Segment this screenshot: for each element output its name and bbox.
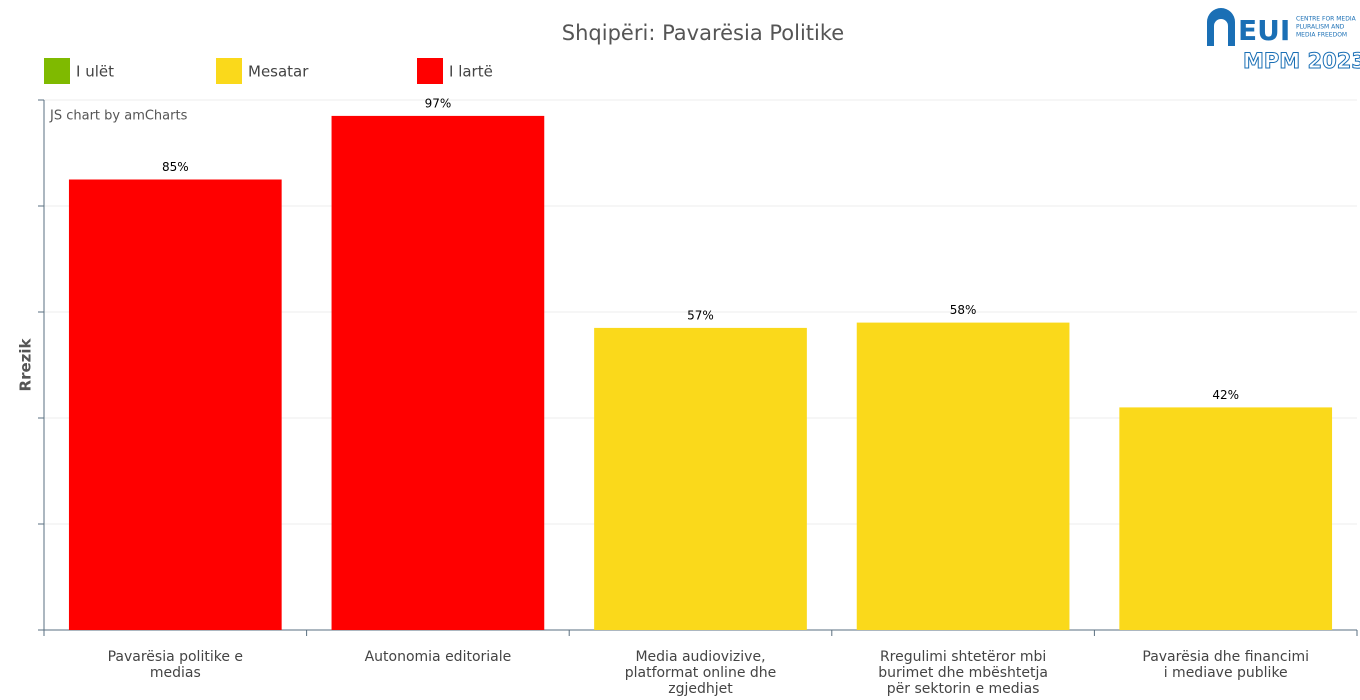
- logo-name: EUI: [1238, 14, 1290, 47]
- logo-line: MEDIA FREEDOM: [1296, 32, 1347, 39]
- chart-title: Shqipëri: Pavarësia Politike: [562, 21, 844, 45]
- value-label: 42%: [1212, 388, 1239, 402]
- legend-swatch: [216, 58, 242, 84]
- bar: [1119, 407, 1333, 630]
- bar: [331, 115, 545, 630]
- legend-label: Mesatar: [248, 63, 309, 81]
- logo-line: PLURALISM AND: [1296, 24, 1345, 31]
- value-label: 85%: [162, 160, 189, 174]
- logo-line: CENTRE FOR MEDIA: [1296, 16, 1357, 23]
- value-label: 57%: [687, 308, 714, 322]
- legend-swatch: [44, 58, 70, 84]
- y-axis-label: Rrezik: [17, 337, 35, 391]
- bar: [594, 327, 807, 630]
- value-label: 58%: [950, 303, 977, 317]
- logo-edition: MPM 2023: [1243, 49, 1360, 73]
- value-label: 97%: [425, 96, 452, 110]
- bar: [68, 179, 282, 630]
- logo: EUI CENTRE FOR MEDIA PLURALISM AND MEDIA…: [1207, 8, 1360, 74]
- legend-label: I ulët: [76, 63, 114, 81]
- legend-label: I lartë: [449, 63, 493, 81]
- x-tick-label: Pavarësia dhe financimi i mediave publike: [1142, 649, 1309, 681]
- x-tick-label: Rregulimi shtetëror mbi burimet dhe mbësh…: [878, 649, 1048, 697]
- legend-swatch: [417, 58, 443, 84]
- x-tick-label: Pavarësia politike e medias: [108, 649, 243, 681]
- bar: [856, 322, 1070, 630]
- credit: JS chart by amCharts: [49, 109, 188, 124]
- x-tick-label: Autonomia editoriale: [365, 649, 512, 665]
- logo-arch: [1207, 8, 1235, 46]
- x-tick-label: Media audiovizive, platformat online dhe z…: [625, 649, 777, 697]
